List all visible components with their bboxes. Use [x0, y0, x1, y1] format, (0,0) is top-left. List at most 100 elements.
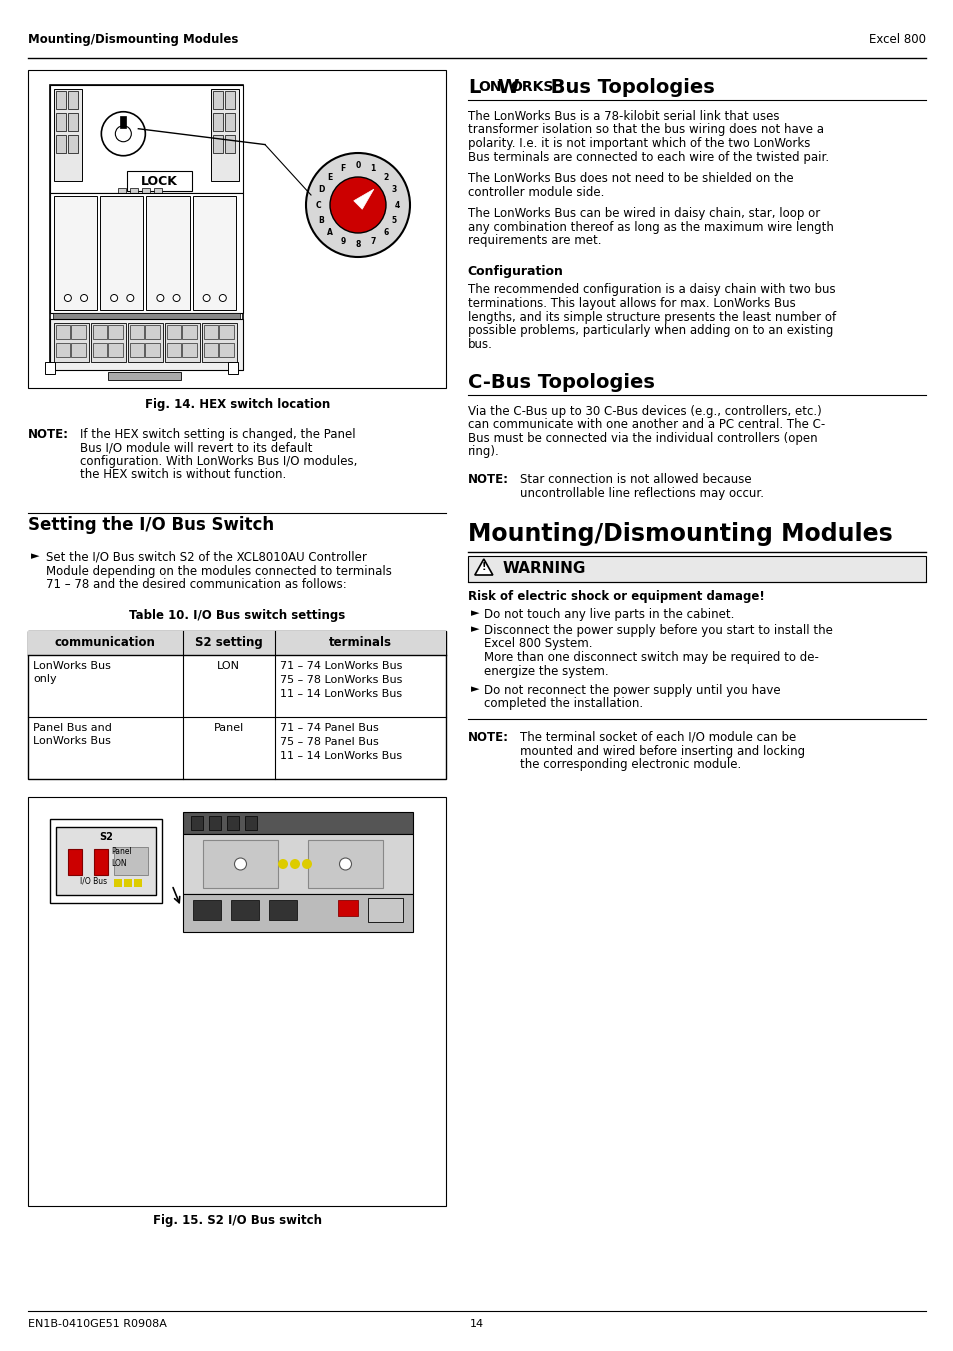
Text: I/O Bus: I/O Bus [80, 875, 108, 885]
Bar [368, 898, 402, 921]
Bar [231, 900, 258, 920]
Text: bus.: bus. [467, 338, 492, 350]
Text: mounted and wired before inserting and locking: mounted and wired before inserting and l… [519, 744, 804, 758]
Bar [183, 834, 413, 894]
Text: Disconnect the power supply before you start to install the: Disconnect the power supply before you s… [483, 624, 832, 638]
Text: Do not reconnect the power supply until you have: Do not reconnect the power supply until … [483, 684, 780, 697]
Text: terminals: terminals [329, 636, 392, 648]
Text: can communicate with one another and a PC central. The C-: can communicate with one another and a P… [467, 419, 824, 431]
Text: possible problems, particularly when adding on to an existing: possible problems, particularly when add… [467, 324, 832, 336]
Text: The terminal socket of each I/O module can be: The terminal socket of each I/O module c… [519, 731, 795, 744]
Text: the corresponding electronic module.: the corresponding electronic module. [519, 758, 740, 771]
Bar [127, 172, 192, 192]
Text: transformer isolation so that the bus wiring does not have a: transformer isolation so that the bus wi… [467, 123, 823, 136]
Circle shape [111, 295, 117, 301]
Bar [120, 116, 126, 128]
Text: ►: ► [471, 624, 478, 634]
Bar [56, 91, 66, 109]
Bar [56, 326, 71, 339]
Bar [211, 89, 239, 181]
Bar [141, 188, 150, 196]
Circle shape [330, 177, 386, 232]
Bar [94, 848, 108, 875]
Bar [130, 188, 137, 196]
Text: Configuration: Configuration [467, 266, 563, 278]
Circle shape [339, 858, 351, 870]
Text: S2: S2 [99, 832, 112, 842]
Bar [130, 343, 144, 357]
Text: The LonWorks Bus does not need to be shielded on the: The LonWorks Bus does not need to be shi… [467, 172, 793, 185]
Text: uncontrollable line reflections may occur.: uncontrollable line reflections may occu… [519, 486, 763, 500]
Bar [68, 848, 82, 875]
Bar [209, 816, 221, 830]
Circle shape [64, 295, 71, 301]
Text: If the HEX switch setting is changed, the Panel: If the HEX switch setting is changed, th… [80, 428, 355, 440]
Text: L: L [467, 78, 479, 97]
Bar [28, 631, 446, 780]
Text: Module depending on the modules connected to terminals: Module depending on the modules connecte… [46, 565, 392, 577]
Circle shape [156, 295, 164, 301]
Text: communication: communication [55, 636, 155, 648]
Polygon shape [475, 559, 493, 576]
Text: B: B [318, 216, 324, 224]
Bar [182, 326, 196, 339]
Text: any combination thereof as long as the maximum wire length: any combination thereof as long as the m… [467, 220, 833, 234]
Bar [113, 847, 148, 875]
Bar [167, 326, 181, 339]
Bar [191, 816, 203, 830]
Bar [56, 113, 66, 131]
Text: More than one disconnect switch may be required to de-: More than one disconnect switch may be r… [483, 651, 818, 663]
Text: Fig. 14. HEX switch location: Fig. 14. HEX switch location [145, 399, 330, 411]
Text: 4: 4 [395, 200, 399, 209]
Bar [92, 343, 108, 357]
Text: Do not touch any live parts in the cabinet.: Do not touch any live parts in the cabin… [483, 608, 734, 621]
Text: LON: LON [111, 859, 127, 867]
Text: 6: 6 [383, 228, 388, 238]
Text: 1: 1 [370, 163, 375, 173]
Text: ►: ► [471, 608, 478, 617]
Bar [56, 827, 156, 894]
Bar [50, 85, 243, 193]
Bar [53, 313, 240, 319]
Text: 3: 3 [392, 185, 396, 195]
Circle shape [234, 858, 246, 870]
Text: D: D [318, 185, 324, 195]
Text: polarity. I.e. it is not important which of the two LonWorks: polarity. I.e. it is not important which… [467, 136, 809, 150]
Bar [28, 631, 446, 655]
Text: 9: 9 [340, 236, 345, 246]
Text: 7: 7 [370, 236, 375, 246]
Text: Set the I/O Bus switch S2 of the XCL8010AU Controller: Set the I/O Bus switch S2 of the XCL8010… [46, 551, 367, 563]
Bar [183, 894, 413, 932]
Text: Bus must be connected via the individual controllers (open: Bus must be connected via the individual… [467, 432, 817, 444]
Bar [56, 343, 71, 357]
Text: Excel 800 System.: Excel 800 System. [483, 638, 592, 650]
Bar [71, 326, 86, 339]
Circle shape [203, 295, 210, 301]
Circle shape [302, 859, 312, 869]
Bar [68, 91, 78, 109]
Text: 71 – 78 and the desired communication as follows:: 71 – 78 and the desired communication as… [46, 578, 346, 590]
Text: The LonWorks Bus can be wired in daisy chain, star, loop or: The LonWorks Bus can be wired in daisy c… [467, 207, 820, 220]
Text: 2: 2 [383, 173, 388, 181]
Bar [308, 840, 382, 888]
Bar [167, 343, 181, 357]
Text: The recommended configuration is a daisy chain with two bus: The recommended configuration is a daisy… [467, 284, 835, 296]
Bar [91, 323, 126, 362]
Text: Panel: Panel [213, 723, 244, 734]
Bar [50, 85, 243, 370]
Text: ring).: ring). [467, 446, 499, 458]
Bar [213, 113, 223, 131]
Text: energize the system.: energize the system. [483, 665, 608, 677]
Bar [28, 797, 446, 1206]
Bar [225, 91, 234, 109]
Text: Bus terminals are connected to each wire of the twisted pair.: Bus terminals are connected to each wire… [467, 150, 828, 163]
Text: LonWorks Bus: LonWorks Bus [33, 736, 111, 746]
Bar [269, 900, 296, 920]
Circle shape [290, 859, 299, 869]
Bar [193, 196, 235, 309]
Bar [219, 326, 233, 339]
Text: ON: ON [477, 80, 501, 95]
Bar [50, 819, 162, 902]
Text: NOTE:: NOTE: [28, 428, 69, 440]
Bar [109, 326, 123, 339]
